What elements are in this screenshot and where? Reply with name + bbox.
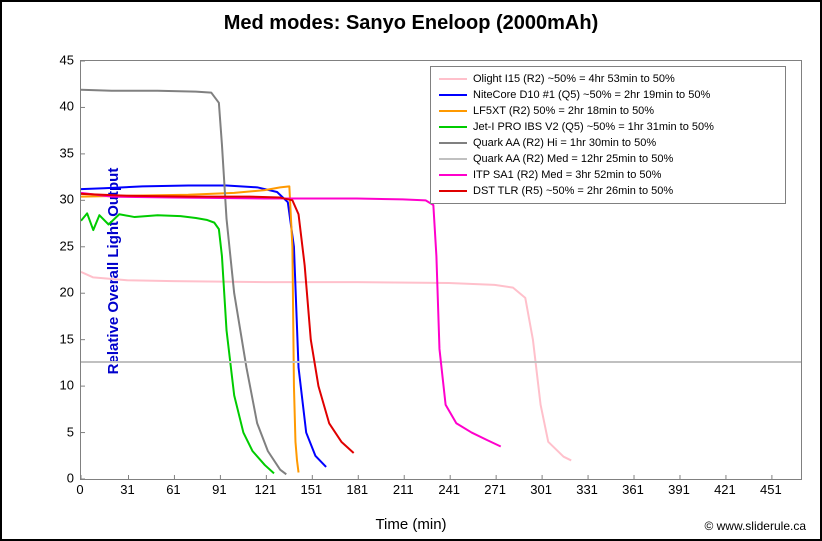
x-tick-label: 421 <box>714 482 736 497</box>
legend-item: ITP SA1 (R2) Med = 3hr 52min to 50% <box>439 167 777 183</box>
legend-label: ITP SA1 (R2) Med = 3hr 52min to 50% <box>473 169 661 181</box>
y-tick-label: 15 <box>50 331 74 346</box>
legend-swatch <box>439 110 467 112</box>
legend-item: DST TLR (R5) ~50% = 2hr 26min to 50% <box>439 183 777 199</box>
x-tick-label: 151 <box>300 482 322 497</box>
x-tick-label: 181 <box>346 482 368 497</box>
series-line <box>81 272 571 461</box>
y-tick-label: 35 <box>50 145 74 160</box>
legend-item: Quark AA (R2) Hi = 1hr 30min to 50% <box>439 135 777 151</box>
y-tick-label: 5 <box>50 424 74 439</box>
legend-swatch <box>439 94 467 96</box>
legend-swatch <box>439 126 467 128</box>
x-tick-label: 61 <box>166 482 180 497</box>
y-tick-label: 30 <box>50 192 74 207</box>
series-line <box>81 213 274 473</box>
x-tick-label: 361 <box>622 482 644 497</box>
x-tick-label: 451 <box>760 482 782 497</box>
series-line <box>81 186 299 472</box>
x-tick-label: 301 <box>530 482 552 497</box>
legend-label: Quark AA (R2) Hi = 1hr 30min to 50% <box>473 137 656 149</box>
legend-swatch <box>439 174 467 176</box>
x-tick-label: 0 <box>76 482 83 497</box>
credit-text: © www.sliderule.ca <box>704 519 806 533</box>
series-line <box>81 194 354 453</box>
chart-title: Med modes: Sanyo Eneloop (2000mAh) <box>2 12 820 35</box>
legend: Olight I15 (R2) ~50% = 4hr 53min to 50% N… <box>430 66 786 204</box>
y-tick-label: 0 <box>50 471 74 486</box>
legend-item: LF5XT (R2) 50% = 2hr 18min to 50% <box>439 103 777 119</box>
x-tick-label: 211 <box>393 482 414 497</box>
legend-swatch <box>439 142 467 144</box>
x-axis-label: Time (min) <box>2 516 820 533</box>
y-tick-label: 45 <box>50 53 74 68</box>
x-tick-label: 271 <box>484 482 506 497</box>
legend-label: Quark AA (R2) Med = 12hr 25min to 50% <box>473 153 673 165</box>
chart-container: Med modes: Sanyo Eneloop (2000mAh) Relat… <box>0 0 822 541</box>
legend-swatch <box>439 158 467 160</box>
x-tick-label: 31 <box>120 482 134 497</box>
x-tick-label: 331 <box>576 482 598 497</box>
legend-item: Jet-I PRO IBS V2 (Q5) ~50% = 1hr 31min t… <box>439 119 777 135</box>
y-tick-label: 40 <box>50 99 74 114</box>
x-tick-label: 91 <box>212 482 226 497</box>
y-tick-label: 10 <box>50 378 74 393</box>
x-tick-label: 391 <box>668 482 690 497</box>
legend-item: NiteCore D10 #1 (Q5) ~50% = 2hr 19min to… <box>439 87 777 103</box>
x-tick-label: 121 <box>255 482 277 497</box>
series-line <box>81 185 326 466</box>
legend-item: Olight I15 (R2) ~50% = 4hr 53min to 50% <box>439 71 777 87</box>
legend-label: Jet-I PRO IBS V2 (Q5) ~50% = 1hr 31min t… <box>473 121 714 133</box>
legend-item: Quark AA (R2) Med = 12hr 25min to 50% <box>439 151 777 167</box>
legend-label: LF5XT (R2) 50% = 2hr 18min to 50% <box>473 105 654 117</box>
y-tick-label: 20 <box>50 285 74 300</box>
legend-swatch <box>439 190 467 192</box>
legend-label: Olight I15 (R2) ~50% = 4hr 53min to 50% <box>473 73 675 85</box>
y-tick-label: 25 <box>50 238 74 253</box>
legend-label: NiteCore D10 #1 (Q5) ~50% = 2hr 19min to… <box>473 89 710 101</box>
legend-swatch <box>439 78 467 80</box>
x-tick-label: 241 <box>438 482 460 497</box>
legend-label: DST TLR (R5) ~50% = 2hr 26min to 50% <box>473 185 673 197</box>
